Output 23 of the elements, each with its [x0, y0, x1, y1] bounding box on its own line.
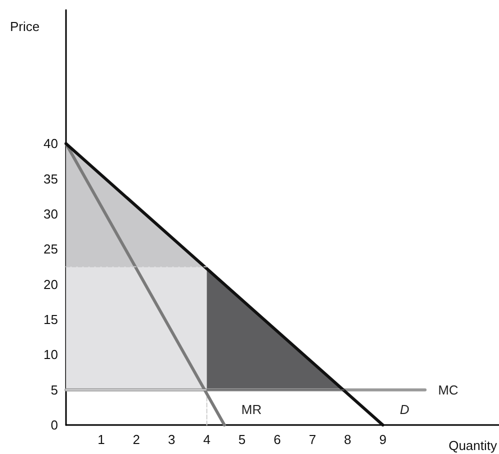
x-tick-label: 4: [203, 432, 210, 447]
x-axis-title: Quantity: [448, 438, 498, 453]
y-tick-label: 35: [44, 171, 58, 186]
series-label: MC: [438, 382, 458, 398]
x-tick-label: 6: [274, 432, 281, 447]
y-tick-label: 15: [44, 312, 58, 327]
y-tick-label: 25: [44, 242, 58, 257]
x-tick-label: 3: [168, 432, 176, 447]
series-label: D: [400, 402, 410, 417]
x-tick-label: 9: [379, 432, 386, 447]
y-tick-label: 40: [44, 136, 58, 152]
x-tick-label: 8: [344, 432, 352, 447]
y-axis-title: Price: [10, 19, 40, 34]
y-tick-label: 10: [44, 347, 58, 362]
y-tick-label: 30: [44, 206, 58, 222]
y-tick-label: 20: [44, 276, 58, 292]
x-tick-label: 7: [308, 432, 316, 447]
y-tick-label: 5: [50, 382, 58, 398]
series-label: MR: [241, 402, 262, 417]
x-tick-label: 1: [98, 432, 105, 447]
x-tick-label: 5: [238, 432, 246, 447]
x-tick-label: 2: [132, 432, 140, 447]
y-tick-label: 0: [50, 418, 58, 432]
